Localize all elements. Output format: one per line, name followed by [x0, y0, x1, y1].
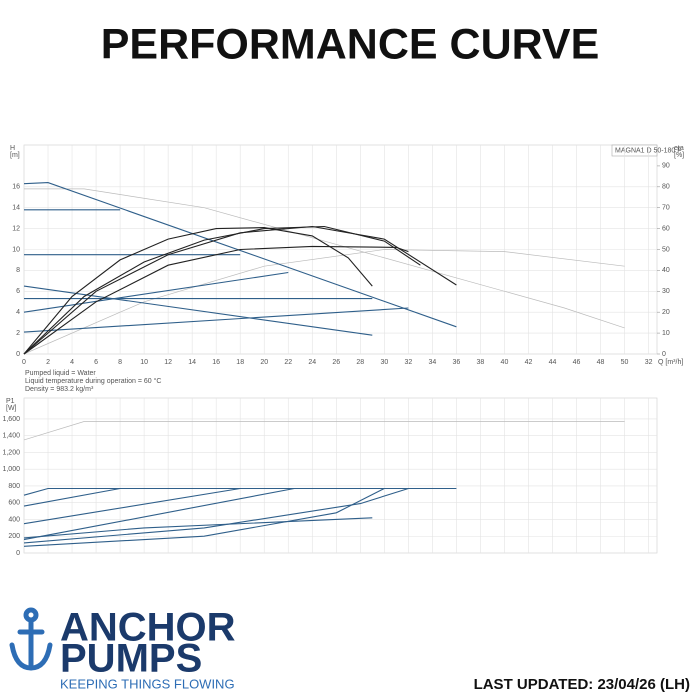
y-tick-label: 14 [12, 205, 20, 212]
y2-label: eta [674, 145, 684, 152]
x-tick-label: 4 [70, 359, 74, 366]
x-tick-label: 26 [332, 359, 340, 366]
y-unit: [m] [10, 152, 20, 159]
curve [23, 487, 457, 496]
anchor-icon [9, 607, 53, 671]
curve [23, 225, 421, 355]
x-tick-label: 38 [477, 359, 485, 366]
y-tick-label: 10 [12, 246, 20, 253]
y-tick-label: 8 [16, 267, 20, 274]
curve [23, 487, 409, 544]
x-tick-label: 10 [140, 359, 148, 366]
y-label: H [10, 145, 15, 152]
note: Liquid temperature during operation = 60… [25, 377, 161, 385]
y-tick-label: 2 [16, 330, 20, 337]
curve [23, 487, 295, 541]
curve [23, 182, 457, 328]
y2-tick-label: 10 [662, 330, 670, 337]
x-tick-label: 32 [645, 359, 653, 366]
x-tick-label: 42 [525, 359, 533, 366]
y-tick-label: 16 [12, 184, 20, 191]
curve [24, 188, 625, 329]
curve [23, 227, 373, 355]
x-tick-label: 30 [380, 359, 388, 366]
logo-text: ANCHOR [60, 606, 236, 650]
x-tick-label: 20 [260, 359, 268, 366]
x-tick-label: 14 [188, 359, 196, 366]
note: Density = 983.2 kg/m³ [25, 386, 94, 393]
x-tick-label: 48 [597, 359, 605, 366]
y-tick-label: 1,000 [2, 466, 20, 473]
y2-tick-label: 70 [662, 205, 670, 212]
x-tick-label: 44 [549, 359, 557, 366]
y-tick-label: 600 [8, 500, 20, 507]
y-tick-label: 1,600 [2, 416, 20, 423]
curve [23, 245, 409, 355]
y-tick-label: 1,200 [2, 449, 20, 456]
y2-tick-label: 50 [662, 246, 670, 253]
x-tick-label: 16 [212, 359, 220, 366]
y2-tick-label: 80 [662, 184, 670, 191]
x-tick-label: 22 [284, 359, 292, 366]
logo-text: PUMPS [60, 637, 202, 681]
y2-tick-label: 20 [662, 309, 670, 316]
x-label: Q [m³/h] [658, 359, 683, 366]
y2-unit: [%] [674, 152, 684, 159]
y-unit: [W] [6, 405, 17, 412]
curve [23, 307, 409, 333]
x-tick-label: 18 [236, 359, 244, 366]
y-label: P1 [6, 398, 15, 405]
curve [23, 225, 457, 355]
y2-tick-label: 40 [662, 267, 670, 274]
curve [23, 271, 289, 313]
page-title: PERFORMANCE CURVE [101, 20, 600, 68]
x-tick-label: 28 [356, 359, 364, 366]
x-tick-label: 8 [118, 359, 122, 366]
x-tick-label: 50 [621, 359, 629, 366]
y2-tick-label: 0 [662, 351, 666, 358]
curve [23, 488, 385, 547]
y-tick-label: 0 [16, 550, 20, 557]
x-tick-label: 46 [573, 359, 581, 366]
model-label: MAGNA1 D 50-180 F [615, 147, 682, 154]
curve [23, 249, 625, 355]
x-tick-label: 34 [428, 359, 436, 366]
label-box [611, 144, 658, 157]
curve [23, 517, 373, 539]
y-tick-label: 800 [8, 483, 20, 490]
curve [23, 285, 373, 336]
y2-tick-label: 30 [662, 288, 670, 295]
curve [23, 487, 121, 507]
x-tick-label: 40 [501, 359, 509, 366]
curve [23, 487, 241, 525]
x-tick-label: 32 [404, 359, 412, 366]
y-tick-label: 400 [8, 516, 20, 523]
y-tick-label: 1,400 [2, 433, 20, 440]
note: Pumped liquid = Water [25, 370, 96, 377]
x-tick-label: 36 [453, 359, 461, 366]
y-tick-label: 0 [16, 351, 20, 358]
x-tick-label: 6 [94, 359, 98, 366]
x-tick-label: 24 [308, 359, 316, 366]
x-tick-label: 12 [164, 359, 172, 366]
logo-tagline: KEEPING THINGS FLOWING [60, 676, 235, 691]
x-tick-label: 0 [22, 359, 26, 366]
last-updated: LAST UPDATED: 23/04/26 (LH) [474, 676, 690, 693]
y-tick-label: 4 [16, 309, 20, 316]
y2-tick-label: 60 [662, 225, 670, 232]
y-tick-label: 12 [12, 225, 20, 232]
y-tick-label: 200 [8, 533, 20, 540]
y2-tick-label: 90 [662, 163, 670, 170]
y-tick-label: 6 [16, 288, 20, 295]
x-tick-label: 2 [46, 359, 50, 366]
curve [23, 421, 625, 441]
